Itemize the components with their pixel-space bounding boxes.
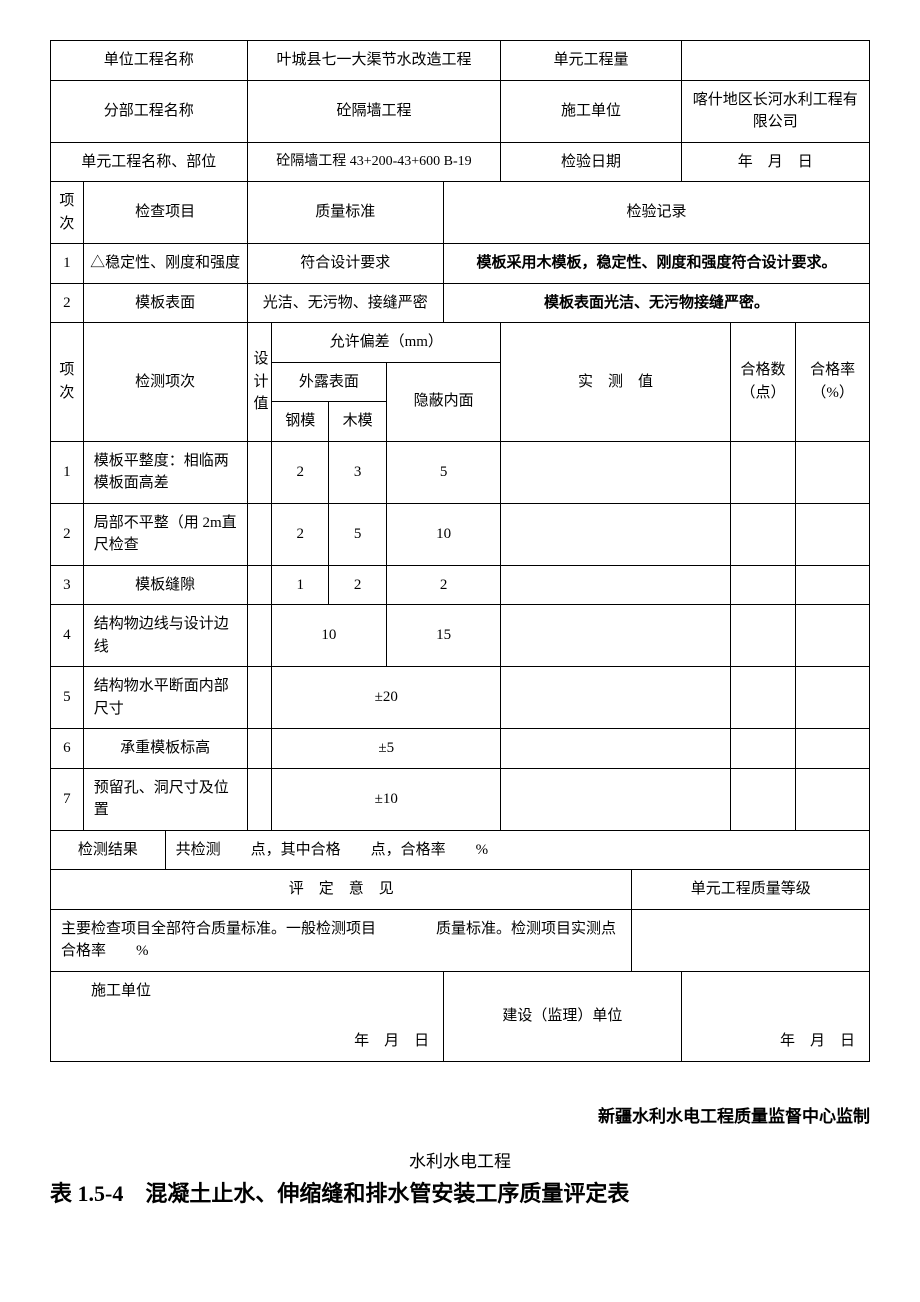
section2-header-1: 项次 检测项次 设计值 允许偏差（mm） 实 测 值 合格数（点） 合格率（%） bbox=[51, 323, 870, 363]
opinion-label: 评 定 意 见 bbox=[51, 870, 632, 910]
col-tol: 允许偏差（mm） bbox=[272, 323, 501, 363]
item: 模板表面 bbox=[83, 283, 247, 323]
supervisor-sign-date: 年 月 日 bbox=[780, 1030, 855, 1053]
table-title-text: 混凝土止水、伸缩缝和排水管安装工序质量评定表 bbox=[145, 1181, 629, 1206]
std: 符合设计要求 bbox=[247, 244, 444, 284]
label-subdivision: 分部工程名称 bbox=[51, 80, 248, 142]
next-table-title: 表 1.5-4 混凝土止水、伸缩缝和排水管安装工序质量评定表 bbox=[50, 1176, 870, 1208]
result-text: 共检测 点，其中合格 点，合格率 % bbox=[165, 830, 869, 870]
value-element: 砼隔墙工程 43+200-43+600 B-19 bbox=[247, 142, 501, 182]
item: △稳定性、刚度和强度 bbox=[83, 244, 247, 284]
signature-row: 施工单位 年 月 日 建设（监理）单位 年 月 日 bbox=[51, 971, 870, 1061]
col-idx: 项次 bbox=[51, 323, 84, 442]
idx: 2 bbox=[51, 283, 84, 323]
value-contractor: 喀什地区长河水利工程有限公司 bbox=[681, 80, 869, 142]
value-subdivision: 砼隔墙工程 bbox=[247, 80, 501, 142]
supervision-org: 新疆水利水电工程质量监督中心监制 bbox=[50, 1102, 870, 1127]
grade-value bbox=[632, 909, 870, 971]
rec: 模板表面光洁、无污物接缝严密。 bbox=[444, 283, 870, 323]
col-idx: 项次 bbox=[51, 182, 84, 244]
header-row-2: 分部工程名称 砼隔墙工程 施工单位 喀什地区长河水利工程有限公司 bbox=[51, 80, 870, 142]
section1-header: 项次 检查项目 质量标准 检验记录 bbox=[51, 182, 870, 244]
header-row-3: 单元工程名称、部位 砼隔墙工程 43+200-43+600 B-19 检验日期 … bbox=[51, 142, 870, 182]
label-unit-project: 单位工程名称 bbox=[51, 41, 248, 81]
table-number: 表 1.5-4 bbox=[50, 1181, 123, 1206]
value-unit-project: 叶城县七一大渠节水改造工程 bbox=[247, 41, 501, 81]
label-contractor: 施工单位 bbox=[501, 80, 681, 142]
header-row-1: 单位工程名称 叶城县七一大渠节水改造工程 单元工程量 bbox=[51, 41, 870, 81]
value-inspect-date: 年 月 日 bbox=[681, 142, 869, 182]
col-pass-rate: 合格率（%） bbox=[796, 323, 870, 442]
section2-row-7: 7 预留孔、洞尺寸及位置 ±10 bbox=[51, 768, 870, 830]
supervisor-sign: 年 月 日 bbox=[681, 971, 869, 1061]
idx: 1 bbox=[51, 244, 84, 284]
section1-row-2: 2 模板表面 光洁、无污物、接缝严密 模板表面光洁、无污物接缝严密。 bbox=[51, 283, 870, 323]
section2-row-4: 4 结构物边线与设计边线 10 15 bbox=[51, 605, 870, 667]
section1-row-1: 1 △稳定性、刚度和强度 符合设计要求 模板采用木模板，稳定性、刚度和强度符合设… bbox=[51, 244, 870, 284]
section2-row-2: 2 局部不平整（用 2m直尺检查 2 5 10 bbox=[51, 503, 870, 565]
opinion-header-row: 评 定 意 见 单元工程质量等级 bbox=[51, 870, 870, 910]
label-inspect-date: 检验日期 bbox=[501, 142, 681, 182]
col-design: 设计值 bbox=[247, 323, 272, 442]
section2-row-1: 1 模板平整度：相临两模板面高差 2 3 5 bbox=[51, 441, 870, 503]
result-row: 检测结果 共检测 点，其中合格 点，合格率 % bbox=[51, 830, 870, 870]
col-item: 检查项目 bbox=[83, 182, 247, 244]
evaluation-table: 单位工程名称 叶城县七一大渠节水改造工程 单元工程量 分部工程名称 砼隔墙工程 … bbox=[50, 40, 870, 1062]
supervisor-label: 建设（监理）单位 bbox=[444, 971, 681, 1061]
section2-row-3: 3 模板缝隙 1 2 2 bbox=[51, 565, 870, 605]
doc-subtitle: 水利水电工程 bbox=[50, 1147, 870, 1172]
grade-label: 单元工程质量等级 bbox=[632, 870, 870, 910]
opinion-text: 主要检查项目全部符合质量标准。一般检测项目 质量标准。检测项目实测点合格率 % bbox=[51, 909, 632, 971]
contractor-sign-label: 施工单位 bbox=[61, 980, 181, 1003]
col-steel: 钢模 bbox=[272, 402, 329, 442]
col-std: 质量标准 bbox=[247, 182, 444, 244]
col-measured: 实 测 值 bbox=[501, 323, 730, 442]
result-label: 检测结果 bbox=[51, 830, 166, 870]
section2-row-5: 5 结构物水平断面内部尺寸 ±20 bbox=[51, 667, 870, 729]
value-unit-qty bbox=[681, 41, 869, 81]
opinion-row: 主要检查项目全部符合质量标准。一般检测项目 质量标准。检测项目实测点合格率 % bbox=[51, 909, 870, 971]
col-rec: 检验记录 bbox=[444, 182, 870, 244]
std: 光洁、无污物、接缝严密 bbox=[247, 283, 444, 323]
col-hidden: 隐蔽内面 bbox=[386, 362, 501, 441]
label-unit-qty: 单元工程量 bbox=[501, 41, 681, 81]
contractor-sign: 施工单位 年 月 日 bbox=[51, 971, 444, 1061]
label-element: 单元工程名称、部位 bbox=[51, 142, 248, 182]
col-exposed: 外露表面 bbox=[272, 362, 387, 402]
col-item: 检测项次 bbox=[83, 323, 247, 442]
col-wood: 木模 bbox=[329, 402, 386, 442]
section2-row-6: 6 承重模板标高 ±5 bbox=[51, 729, 870, 769]
rec: 模板采用木模板，稳定性、刚度和强度符合设计要求。 bbox=[444, 244, 870, 284]
col-pass-ct: 合格数（点） bbox=[730, 323, 796, 442]
contractor-sign-date: 年 月 日 bbox=[354, 1030, 429, 1053]
